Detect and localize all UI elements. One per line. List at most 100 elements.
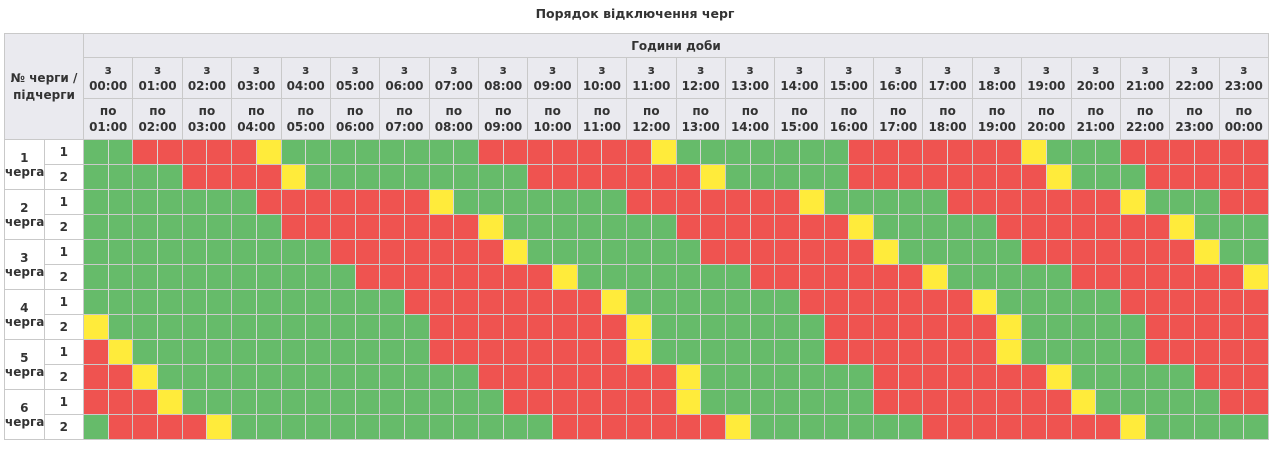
hour-cell bbox=[181, 364, 233, 390]
to-word: по bbox=[791, 104, 808, 118]
half-hour-slot bbox=[848, 190, 873, 214]
half-hour-slot bbox=[354, 340, 379, 364]
hour-cell bbox=[329, 289, 381, 315]
hour-to-time: 16:00 bbox=[829, 120, 868, 134]
half-hour-slot bbox=[331, 365, 355, 389]
half-hour-slot bbox=[331, 415, 355, 439]
from-word: з bbox=[104, 63, 112, 77]
hour-to-23: по 00:00 bbox=[1218, 98, 1270, 140]
half-hour-slot bbox=[1022, 290, 1046, 314]
half-hour-slot bbox=[973, 165, 997, 189]
half-hour-slot bbox=[1045, 340, 1070, 364]
hour-cell bbox=[724, 239, 776, 265]
half-hour-slot bbox=[255, 365, 280, 389]
half-hour-slot bbox=[1095, 365, 1120, 389]
half-hour-slot bbox=[798, 265, 824, 289]
half-hour-slot bbox=[331, 240, 355, 264]
half-hour-slot bbox=[1095, 265, 1120, 289]
half-hour-slot bbox=[282, 290, 306, 314]
hour-cell bbox=[280, 339, 331, 365]
hour-to-time: 07:00 bbox=[385, 120, 424, 134]
hour-to-time: 00:00 bbox=[1224, 120, 1263, 134]
half-hour-slot bbox=[677, 265, 701, 289]
half-hour-slot bbox=[627, 415, 651, 439]
from-word: з bbox=[697, 63, 705, 77]
half-hour-slot bbox=[403, 315, 429, 339]
half-hour-slot bbox=[331, 265, 355, 289]
half-hour-slot bbox=[282, 240, 306, 264]
half-hour-slot bbox=[1170, 340, 1194, 364]
half-hour-slot bbox=[157, 390, 182, 414]
hour-to-15: по 16:00 bbox=[823, 98, 875, 140]
hour-cell bbox=[576, 264, 628, 290]
hour-cell bbox=[527, 339, 578, 365]
hour-cell bbox=[823, 389, 875, 415]
subqueue-label: 1 bbox=[43, 139, 84, 165]
half-hour-slot bbox=[206, 265, 231, 289]
half-hour-slot bbox=[502, 340, 527, 364]
hour-cell bbox=[82, 264, 134, 290]
hour-cell bbox=[181, 214, 233, 240]
half-hour-slot bbox=[677, 140, 701, 164]
hour-cell bbox=[626, 239, 677, 265]
hour-cell bbox=[774, 164, 825, 190]
half-hour-slot bbox=[133, 340, 158, 364]
queue-label: 6 черга bbox=[4, 389, 45, 440]
half-hour-slot bbox=[798, 240, 824, 264]
half-hour-slot bbox=[1095, 390, 1120, 414]
half-hour-slot bbox=[133, 140, 158, 164]
hour-cell bbox=[922, 164, 973, 190]
half-hour-slot bbox=[848, 215, 873, 239]
half-hour-slot bbox=[848, 390, 873, 414]
hour-cell bbox=[922, 314, 973, 340]
half-hour-slot bbox=[1045, 315, 1070, 339]
half-hour-slot bbox=[1022, 265, 1046, 289]
half-hour-slot bbox=[700, 140, 725, 164]
half-hour-slot bbox=[282, 415, 306, 439]
hour-to-8: по 09:00 bbox=[477, 98, 529, 140]
hour-from-10: з 10:00 bbox=[576, 57, 628, 99]
hour-to-16: по 17:00 bbox=[872, 98, 924, 140]
hour-from-time: 14:00 bbox=[780, 79, 819, 93]
half-hour-slot bbox=[479, 390, 503, 414]
hour-from-time: 18:00 bbox=[977, 79, 1017, 93]
hour-cell bbox=[724, 414, 776, 440]
hour-to-4: по 05:00 bbox=[280, 98, 331, 140]
to-word: по bbox=[1186, 104, 1203, 118]
half-hour-slot bbox=[947, 265, 972, 289]
half-hour-slot bbox=[430, 340, 454, 364]
hour-cell bbox=[724, 214, 776, 240]
half-hour-slot bbox=[897, 140, 922, 164]
half-hour-slot bbox=[1045, 215, 1070, 239]
half-hour-slot bbox=[331, 165, 355, 189]
half-hour-slot bbox=[552, 415, 577, 439]
hour-cell bbox=[774, 189, 825, 215]
half-hour-slot bbox=[1243, 140, 1268, 164]
half-hour-slot bbox=[453, 240, 478, 264]
hour-cell bbox=[329, 414, 381, 440]
half-hour-slot bbox=[1220, 140, 1244, 164]
hour-to-time: 05:00 bbox=[286, 120, 325, 134]
half-hour-slot bbox=[923, 240, 948, 264]
hour-cell bbox=[1169, 214, 1220, 240]
half-hour-slot bbox=[453, 265, 478, 289]
half-hour-slot bbox=[1095, 190, 1120, 214]
hour-cell bbox=[181, 389, 233, 415]
half-hour-slot bbox=[1243, 190, 1268, 214]
half-hour-slot bbox=[380, 365, 404, 389]
half-hour-slot bbox=[255, 140, 280, 164]
hour-cell bbox=[280, 389, 331, 415]
half-hour-slot bbox=[897, 390, 922, 414]
hour-to-18: по 19:00 bbox=[971, 98, 1023, 140]
queue-row: 6 черга 1 bbox=[4, 389, 1270, 440]
half-hour-slot bbox=[874, 265, 898, 289]
to-word: по bbox=[297, 104, 314, 118]
half-hour-slot bbox=[700, 265, 725, 289]
half-hour-slot bbox=[232, 140, 256, 164]
hour-cell bbox=[724, 314, 776, 340]
hour-cell bbox=[428, 389, 480, 415]
hour-cell bbox=[823, 214, 875, 240]
corner-header: № черги / підчерги bbox=[4, 33, 84, 140]
hour-cell bbox=[724, 364, 776, 390]
half-hour-slot bbox=[1220, 365, 1244, 389]
